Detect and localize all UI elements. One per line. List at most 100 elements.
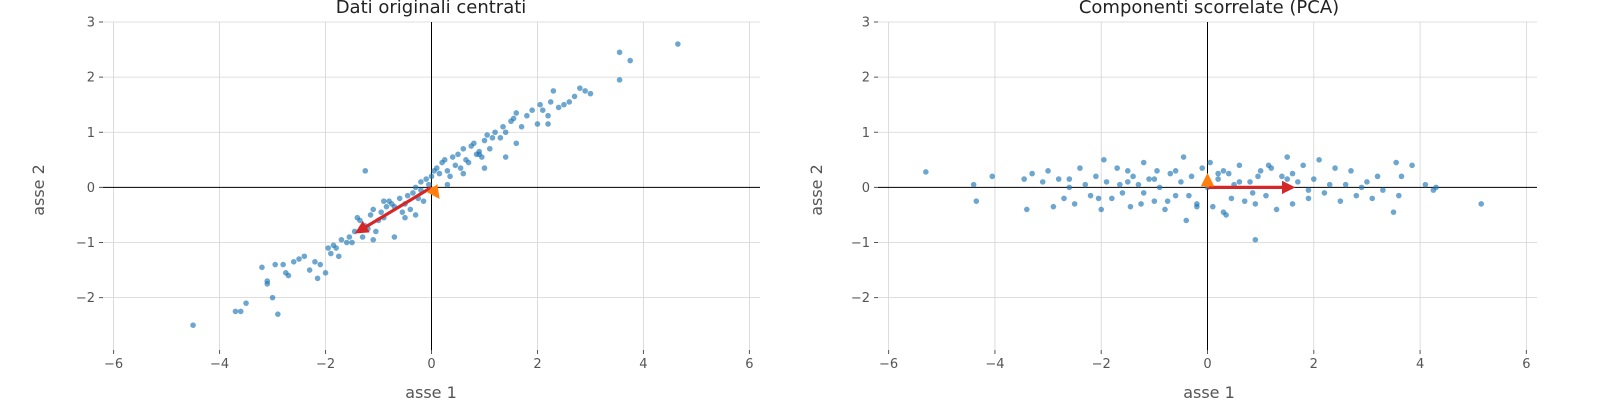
data-point: [404, 192, 411, 199]
data-point: [351, 228, 358, 235]
data-point: [447, 173, 453, 180]
y-tick-label: −2: [851, 291, 870, 306]
data-point: [481, 165, 488, 171]
data-point: [1252, 201, 1259, 207]
data-point: [616, 77, 623, 83]
data-point: [675, 41, 681, 47]
data-point: [989, 173, 996, 180]
data-point: [359, 234, 366, 240]
data-point: [383, 203, 390, 210]
data-point: [412, 212, 419, 218]
data-point: [1252, 236, 1259, 243]
data-point: [335, 253, 342, 260]
data-point: [275, 311, 281, 317]
chart-right: Componenti scorrelate (PCA) asse 1 asse …: [807, 0, 1537, 400]
data-point: [571, 93, 578, 100]
data-point: [237, 308, 244, 315]
data-point: [1109, 195, 1115, 202]
data-point: [1055, 176, 1062, 182]
data-point: [1398, 173, 1405, 180]
data-point: [1433, 184, 1439, 191]
data-point: [545, 112, 551, 119]
data-point: [1316, 157, 1322, 163]
data-point: [1220, 168, 1227, 174]
x-tick-label: 6: [745, 357, 753, 372]
data-point: [1151, 198, 1158, 204]
data-point: [1241, 198, 1248, 204]
y-tick-label: −1: [76, 236, 95, 251]
y-tick-label: −1: [851, 236, 870, 251]
data-point: [1172, 168, 1179, 174]
data-point: [1255, 173, 1261, 180]
x-tick-label: 4: [1416, 357, 1424, 372]
data-point: [502, 129, 509, 136]
data-point: [1082, 181, 1089, 188]
data-point: [436, 170, 443, 177]
y-tick-label: 0: [862, 181, 870, 196]
data-point: [1039, 179, 1046, 185]
data-point: [391, 234, 398, 240]
data-point: [1207, 159, 1213, 166]
data-point: [420, 198, 427, 204]
data-point: [1101, 157, 1107, 163]
y-tick-labels: −2 −1 0 1 2 3: [76, 16, 95, 307]
data-point: [1140, 159, 1147, 166]
data-point: [1390, 209, 1397, 215]
data-point: [1199, 165, 1205, 171]
data-point: [1422, 181, 1429, 188]
data-point: [243, 300, 249, 306]
data-point: [1236, 162, 1243, 169]
data-point: [1300, 162, 1306, 169]
data-point: [484, 132, 490, 138]
data-point: [402, 214, 408, 221]
data-point: [1077, 165, 1083, 171]
chart-left: Dati originali centrati asse 1 asse 2 −6…: [29, 0, 760, 400]
data-point: [322, 270, 329, 276]
data-point: [1146, 176, 1152, 182]
data-point: [513, 110, 520, 116]
data-point: [396, 195, 403, 202]
y-tick-label: 3: [862, 16, 870, 31]
data-point: [1172, 192, 1179, 199]
data-point: [616, 49, 623, 56]
data-point: [577, 85, 583, 91]
data-point: [1140, 190, 1147, 196]
data-point: [1154, 168, 1160, 174]
data-point: [1186, 192, 1192, 199]
data-point: [280, 261, 286, 268]
x-axis-label: asse 1: [405, 383, 457, 400]
data-point: [465, 159, 472, 166]
data-point: [537, 101, 543, 108]
data-point: [441, 157, 448, 163]
data-point: [1050, 203, 1057, 210]
data-point: [1409, 162, 1415, 169]
data-point: [545, 121, 551, 127]
data-point: [290, 258, 297, 265]
data-point: [418, 179, 424, 185]
data-point: [357, 217, 363, 224]
data-point: [444, 181, 451, 188]
data-point: [1029, 170, 1035, 177]
data-point: [1396, 192, 1402, 199]
data-point: [1124, 179, 1131, 185]
data-point: [502, 154, 509, 160]
data-point: [1210, 203, 1216, 210]
data-point: [1103, 179, 1110, 185]
data-point: [1215, 170, 1221, 177]
data-point: [1263, 192, 1269, 199]
data-point: [1332, 165, 1338, 171]
data-point: [587, 90, 594, 97]
data-point: [1305, 187, 1312, 193]
data-point: [1284, 176, 1291, 182]
data-point: [378, 209, 384, 215]
data-point: [1162, 206, 1168, 213]
data-point: [370, 236, 377, 243]
data-point: [1228, 195, 1235, 202]
data-point: [455, 151, 461, 158]
data-point: [1289, 170, 1296, 177]
data-point: [301, 253, 308, 260]
data-point: [534, 121, 541, 127]
data-point: [970, 181, 977, 188]
data-point: [561, 101, 567, 108]
x-tick-label: −4: [985, 357, 1004, 372]
